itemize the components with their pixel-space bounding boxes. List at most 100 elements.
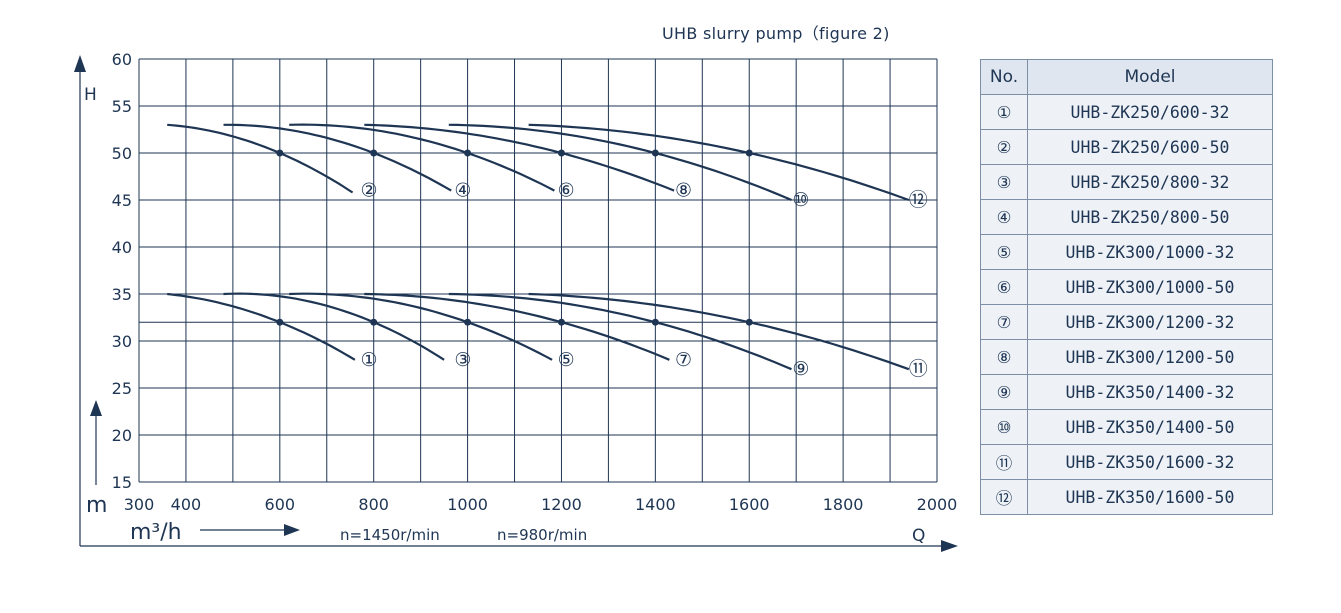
row-model: UHB-ZK350/1400-50 — [1027, 409, 1273, 445]
table-row: ④ UHB-ZK250/800-50 — [980, 199, 1273, 235]
table-row: ⑪ UHB-ZK350/1600-32 — [980, 444, 1273, 480]
table-row: ⑧ UHB-ZK300/1200-50 — [980, 339, 1273, 375]
curve-6 — [289, 123, 555, 192]
curve-12 — [528, 123, 910, 202]
row-model: UHB-ZK250/800-32 — [1027, 164, 1273, 200]
curve-marker-9 — [651, 318, 659, 326]
y-tick-label: 50 — [112, 144, 132, 163]
speed-label-980: n=980r/min — [497, 526, 587, 544]
curve-11 — [528, 292, 910, 371]
curve-marker-11 — [745, 318, 753, 326]
curve-1 — [167, 292, 356, 361]
axes: Hm m³/h Qn=1450r/min n=980r/min — [74, 55, 958, 552]
x-axis-unit: m³/h — [130, 520, 182, 545]
curve-marker-12 — [745, 149, 753, 157]
row-no: ① — [980, 94, 1028, 130]
row-no: ⑫ — [980, 479, 1028, 515]
x-tick-label: 400 — [171, 495, 202, 514]
curve-marker-5 — [464, 318, 472, 326]
x-tick-label: 1000 — [447, 495, 488, 514]
y-tick-label: 25 — [112, 379, 132, 398]
y-tick-label: 35 — [112, 285, 132, 304]
row-model: UHB-ZK350/1400-32 — [1027, 374, 1273, 410]
row-model: UHB-ZK350/1600-50 — [1027, 479, 1273, 515]
curve-marker-4 — [370, 149, 378, 157]
header-no: No. — [980, 59, 1028, 95]
y-tick-label: 20 — [112, 426, 132, 445]
y-tick-label: 30 — [112, 332, 132, 351]
curve-label: ④ — [454, 180, 471, 202]
curve-5 — [289, 292, 553, 361]
markers — [276, 149, 753, 326]
row-no: ⑨ — [980, 374, 1028, 410]
curve-label: ⑧ — [675, 180, 692, 202]
curve-label: ⑨ — [792, 358, 809, 380]
row-model: UHB-ZK300/1000-50 — [1027, 269, 1273, 305]
x-tick-label: 1400 — [635, 495, 676, 514]
curve-4 — [223, 123, 452, 192]
curve-marker-10 — [651, 149, 659, 157]
y-tick-label: 45 — [112, 191, 132, 210]
row-no: ⑦ — [980, 304, 1028, 340]
table-row: ⑩ UHB-ZK350/1400-50 — [980, 409, 1273, 445]
row-no: ③ — [980, 164, 1028, 200]
performance-chart: ① ② ③ ④ ⑤ ⑥ ⑦ ⑧ ⑨ ⑩ ⑪ ⑫ 300 400 600 800 1000 1200 1400 160… — [74, 50, 958, 552]
table-row: ① UHB-ZK250/600-32 — [980, 94, 1273, 130]
x-axis-label: Q — [912, 526, 925, 546]
x-tick-label: 1600 — [729, 495, 770, 514]
table-row: ⑤ UHB-ZK300/1000-32 — [980, 234, 1273, 270]
y-axis-unit: m — [86, 493, 107, 518]
curve-10 — [448, 123, 792, 202]
unit-arrow-vertical-head — [90, 400, 102, 416]
row-no: ⑩ — [980, 409, 1028, 445]
y-tick-label: 60 — [112, 50, 132, 69]
x-tick-label: 800 — [358, 495, 389, 514]
x-tick-label: 300 — [124, 495, 155, 514]
curve-8 — [364, 123, 675, 192]
y-axis-label: H — [84, 85, 97, 105]
curve-label: ② — [360, 180, 377, 202]
row-model: UHB-ZK300/1200-50 — [1027, 339, 1273, 375]
row-no: ⑥ — [980, 269, 1028, 305]
table-header-row: No. Model — [980, 59, 1273, 95]
curve-label: ⑤ — [558, 349, 575, 371]
speed-label-1450: n=1450r/min — [340, 526, 440, 544]
table-row: ⑦ UHB-ZK300/1200-32 — [980, 304, 1273, 340]
row-model: UHB-ZK300/1000-32 — [1027, 234, 1273, 270]
row-no: ④ — [980, 199, 1028, 235]
chart-title: UHB slurry pump（figure 2) — [662, 24, 890, 43]
row-no: ⑪ — [980, 444, 1028, 480]
table-row: ⑨ UHB-ZK350/1400-32 — [980, 374, 1273, 410]
curves — [167, 123, 910, 371]
y-tick-label: 40 — [112, 238, 132, 257]
row-model: UHB-ZK300/1200-32 — [1027, 304, 1273, 340]
model-table: No. Model ① UHB-ZK250/600-32 ② UHB-ZK250/60… — [980, 59, 1273, 515]
row-no: ⑧ — [980, 339, 1028, 375]
y-tick-label: 55 — [112, 97, 132, 116]
grid — [138, 58, 938, 483]
x-tick-label: 2000 — [917, 495, 958, 514]
row-no: ⑤ — [980, 234, 1028, 270]
table-row: ② UHB-ZK250/600-50 — [980, 129, 1273, 165]
curve-marker-7 — [557, 318, 565, 326]
table-row: ⑥ UHB-ZK300/1000-50 — [980, 269, 1273, 305]
row-model: UHB-ZK250/600-32 — [1027, 94, 1273, 130]
row-model: UHB-ZK350/1600-32 — [1027, 444, 1273, 480]
table-row: ⑫ UHB-ZK350/1600-50 — [980, 479, 1273, 515]
header-model: Model — [1027, 59, 1273, 95]
x-axis-arrow — [941, 540, 958, 552]
row-no: ② — [980, 129, 1028, 165]
curve-label: ③ — [454, 349, 471, 371]
curve-marker-8 — [557, 149, 565, 157]
curve-label: ⑥ — [558, 180, 575, 202]
curve-label: ⑦ — [675, 349, 692, 371]
x-tick-label: 1800 — [823, 495, 864, 514]
row-model: UHB-ZK250/800-50 — [1027, 199, 1273, 235]
curve-marker-6 — [464, 149, 472, 157]
curve-7 — [364, 292, 670, 361]
curve-2 — [167, 123, 354, 194]
ticks: 300 400 600 800 1000 1200 1400 1600 1800 2000 15 20… — [112, 50, 958, 514]
curve-label: ⑫ — [909, 189, 928, 211]
unit-arrow-horizontal-head — [284, 524, 300, 536]
curve-label: ⑪ — [909, 358, 928, 380]
